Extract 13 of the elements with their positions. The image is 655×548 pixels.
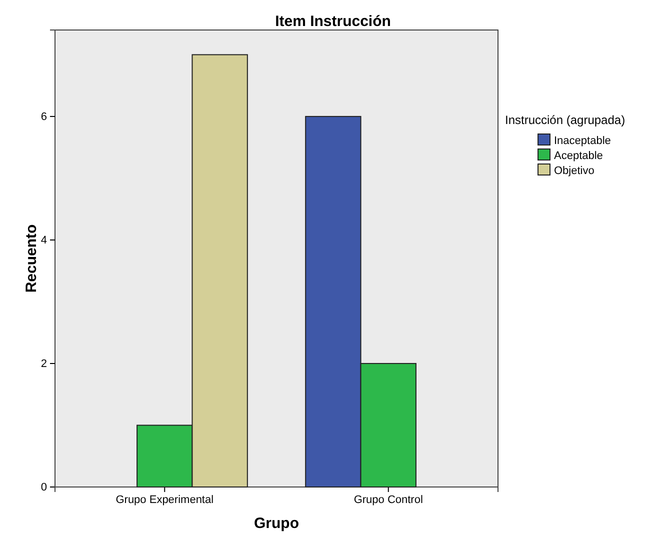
legend-title: Instrucción (agrupada) — [505, 113, 626, 127]
legend-label: Inaceptable — [554, 135, 611, 147]
x-tick-label: Grupo Experimental — [116, 494, 214, 506]
y-axis-title: Recuento — [23, 224, 40, 293]
y-tick-label: 2 — [40, 358, 47, 370]
legend-label: Aceptable — [554, 150, 603, 162]
x-tick-label: Grupo Control — [354, 494, 423, 506]
chart-title: Item Instrucción — [275, 13, 391, 30]
legend-label: Objetivo — [554, 165, 594, 177]
y-tick-label: 4 — [40, 234, 47, 246]
y-tick-label: 6 — [40, 110, 47, 123]
x-axis-title: Grupo — [254, 515, 299, 532]
y-tick-label: 0 — [40, 482, 47, 494]
